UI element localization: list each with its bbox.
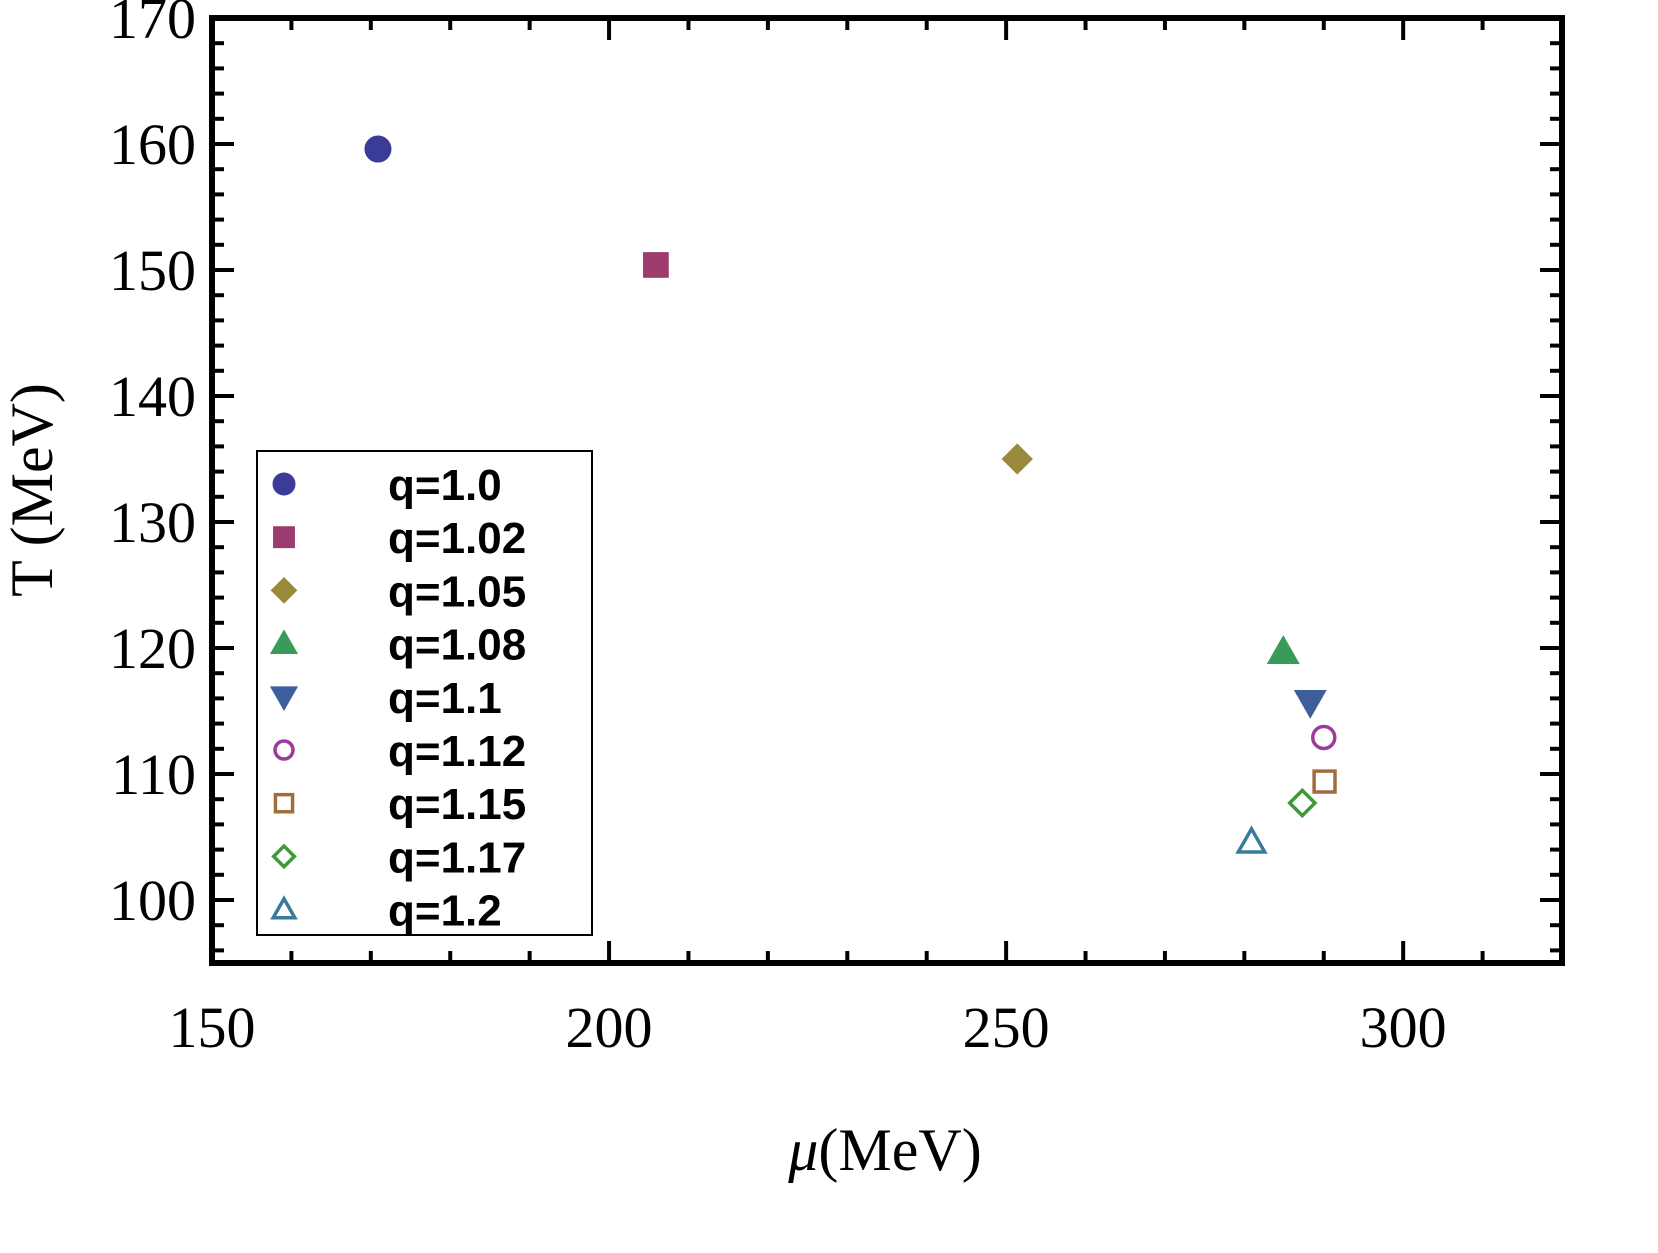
legend-marker	[272, 472, 296, 496]
legend-label: q=1.15	[388, 780, 526, 829]
data-point-q-1-0	[364, 135, 392, 163]
legend-marker	[269, 629, 299, 654]
y-tick-label: 110	[111, 742, 196, 807]
x-tick-label: 150	[169, 995, 256, 1060]
y-tick-label: 160	[109, 112, 196, 177]
legend-marker	[270, 577, 298, 604]
data-point-q-1-12	[1311, 724, 1337, 751]
legend-label: q=1.1	[388, 674, 502, 723]
x-tick-label: 250	[963, 995, 1050, 1060]
legend-label: q=1.12	[388, 727, 526, 776]
data-point-q-1-08	[1266, 635, 1300, 664]
legend-label: q=1.05	[388, 567, 526, 616]
data-point-q-1-1	[1293, 689, 1327, 719]
y-tick-label: 150	[109, 238, 196, 303]
data-points	[364, 135, 1337, 854]
legend-marker	[273, 526, 295, 549]
y-tick-label: 140	[109, 364, 196, 429]
legend-box	[256, 450, 593, 936]
y-tick-label: 100	[109, 868, 196, 933]
legend-marker	[271, 843, 297, 870]
y-tick-label: 120	[109, 616, 196, 681]
data-point-q-1-17	[1287, 787, 1318, 819]
legend-label: q=1.0	[388, 461, 502, 510]
legend-label: q=1.08	[388, 621, 526, 670]
legend-label: q=1.17	[388, 833, 526, 882]
plot-frame	[209, 15, 1565, 966]
legend-marker	[270, 895, 298, 920]
data-point-q-1-02	[643, 252, 669, 278]
x-tick-label: 300	[1360, 995, 1447, 1060]
x-tick-label: 200	[566, 995, 653, 1060]
data-point-q-1-15	[1312, 769, 1337, 794]
data-point-q-1-05	[1001, 443, 1033, 475]
y-tick-label: 170	[109, 0, 196, 51]
legend-marker	[273, 739, 295, 761]
data-point-q-1-2	[1235, 825, 1268, 854]
legend-label: q=1.02	[388, 514, 526, 563]
legend: q=1.0q=1.02q=1.05 q=1.08q=1.1q=1.12q=1.15…	[256, 450, 593, 936]
legend-marker	[269, 686, 299, 712]
tick-labels: 150 200 250 300 100 110 120 130 140 150 160 170	[109, 0, 1447, 1060]
y-tick-label: 130	[109, 490, 196, 555]
x-axis-label: μ(MeV)	[787, 1117, 981, 1183]
y-axis-label: T (MeV)	[0, 383, 65, 597]
legend-marker	[273, 792, 295, 814]
legend-label: q=1.2	[388, 887, 502, 936]
